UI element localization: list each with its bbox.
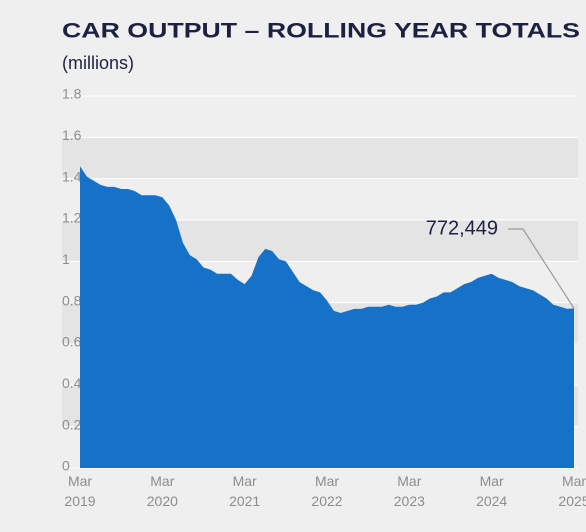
x-tick-label: Mar 2024 [476, 473, 507, 509]
y-tick-label: 0.4 [62, 375, 82, 391]
x-tick-label: Mar 2021 [229, 473, 260, 509]
grid-band [62, 96, 578, 138]
y-tick-label: 1.6 [62, 127, 82, 143]
x-tick-label: Mar 2025 [558, 473, 586, 509]
grid-band [62, 137, 578, 179]
annotation: 772,449 [426, 217, 498, 239]
y-tick-label: 1.4 [62, 168, 82, 184]
y-tick-label: 0.8 [62, 292, 82, 308]
x-tick-label: Mar 2019 [64, 473, 95, 509]
y-tick-label: 0 [62, 458, 70, 474]
annotation-leader [508, 228, 575, 309]
y-tick-label: 0.2 [62, 416, 82, 432]
chart-title: CAR OUTPUT – ROLLING YEAR TOTALS [62, 20, 580, 43]
y-tick-label: 0.6 [62, 334, 82, 350]
x-tick-label: Mar 2022 [311, 473, 342, 509]
y-tick-label: 1.2 [62, 210, 82, 226]
x-tick-label: Mar 2020 [147, 473, 178, 509]
area [80, 166, 574, 468]
y-tick-label: 1 [62, 251, 70, 267]
x-tick-label: Mar 2023 [394, 473, 425, 509]
y-tick-label: 1.8 [62, 86, 82, 102]
chart-subtitle: (millions) [62, 53, 134, 73]
